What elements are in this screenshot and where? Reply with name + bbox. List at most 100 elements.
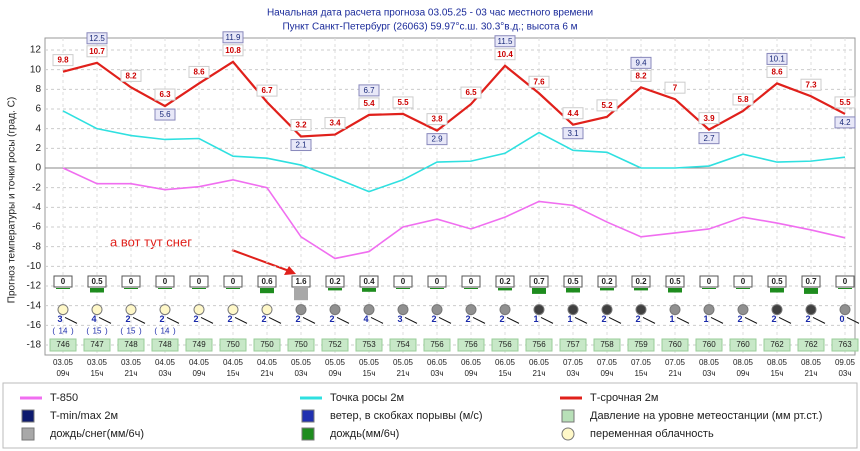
wind-label: 1 [533,314,538,324]
value-label: 10.7 [89,47,105,56]
value-label-box [596,99,618,112]
y-tick-label: 10 [30,64,42,75]
legend-swatch [561,427,575,441]
precip-box [325,275,345,288]
precip-bar [56,288,70,289]
precip-bar [566,288,580,293]
wind-label: 2 [125,314,130,324]
value-label: 4.4 [567,109,579,118]
pressure-box [83,338,111,352]
wind-arrow [132,317,146,324]
pressure-label: 748 [158,340,172,349]
y-tick-label: -16 [27,320,42,331]
pressure-box [389,338,417,352]
minmax-box [426,133,448,146]
precip-box [835,275,855,288]
precip-box [53,275,73,288]
pressure-label: 746 [56,340,70,349]
precip-box [733,275,753,288]
minmax-label: 5.6 [159,110,171,119]
precip-label: 0.5 [669,277,681,286]
cloud-icon [227,304,239,316]
gust-label: 15 [127,326,136,335]
wind-arrow [64,317,78,324]
x-tick-hour: 03ч [430,369,443,378]
x-tick-date: 05.05 [359,358,380,367]
minmax-box [698,132,720,145]
pressure-box [831,338,859,352]
wind-arrow [438,317,452,324]
value-label-box [460,86,482,99]
pressure-box [355,338,383,352]
cloud-icon [601,304,613,316]
wind-arrow [404,317,418,324]
cloud-icon [533,304,545,316]
gust-paren-close: ) [139,326,142,335]
minmax-box [222,31,244,44]
x-tick-hour: 21ч [396,369,409,378]
wind-label: 2 [295,314,300,324]
x-tick-hour: 03ч [566,369,579,378]
precip-bar [634,288,648,291]
wind-arrow [336,317,350,324]
pressure-box [423,338,451,352]
legend-swatch [21,427,35,441]
legend-label: Давление на уровне метеостанции (мм рт.с… [590,410,822,422]
pressure-label: 756 [464,340,478,349]
value-label: 8.6 [193,68,205,77]
gust-paren-open: ( [120,326,123,335]
precip-box [495,275,515,288]
x-tick-date: 08.05 [699,358,720,367]
minmax-box [562,127,584,140]
minmax-label: 2.9 [431,135,443,144]
value-label: 8.2 [125,71,137,80]
x-tick-hour: 15ч [770,369,783,378]
x-tick-hour: 21ч [260,369,273,378]
value-label-box [528,75,550,88]
legend-swatch [301,427,315,441]
cloud-icon [295,304,307,316]
cloud-icon [329,304,341,316]
pressure-box [491,338,519,352]
precip-box [189,275,209,288]
precip-label: 0.5 [771,277,783,286]
gust-paren-open: ( [86,326,89,335]
value-label-box [86,45,108,58]
pressure-label: 763 [838,340,852,349]
precip-label: 0.2 [635,277,647,286]
precip-bar [770,288,784,293]
precip-bar [158,288,172,289]
pressure-label: 750 [260,340,274,349]
pressure-box [559,338,587,352]
x-tick-hour: 09ч [192,369,205,378]
y-axis-label: Прогноз температуры и точки росы (град. … [7,97,18,303]
pressure-label: 756 [430,340,444,349]
precip-bar [430,288,444,289]
minmax-box [834,116,856,129]
value-label-box [222,44,244,57]
annotation-arrowhead [284,266,296,275]
value-label: 5.5 [839,98,851,107]
series-line [62,110,846,193]
minmax-label: 6.7 [363,86,375,95]
wind-arrow [812,317,826,324]
gust-paren-open: ( [154,326,157,335]
precip-label: 0 [197,277,202,286]
value-label: 6.7 [261,86,273,95]
precip-label: 0 [129,277,134,286]
value-label-box [188,65,210,78]
pressure-box [729,338,757,352]
pressure-box [763,338,791,352]
wind-label: 4 [91,314,96,324]
legend-label: ветер, в скобках порывы (м/с) [330,410,483,422]
wind-arrow [642,317,656,324]
precip-bar [804,288,818,294]
cloud-icon [737,304,749,316]
wind-arrow [540,317,554,324]
precip-bar [464,288,478,289]
y-tick-label: 12 [30,45,42,56]
precip-label: 0.6 [261,277,273,286]
value-label: 8.2 [635,71,647,80]
gust-paren-close: ) [173,326,176,335]
value-label: 6.3 [159,90,171,99]
